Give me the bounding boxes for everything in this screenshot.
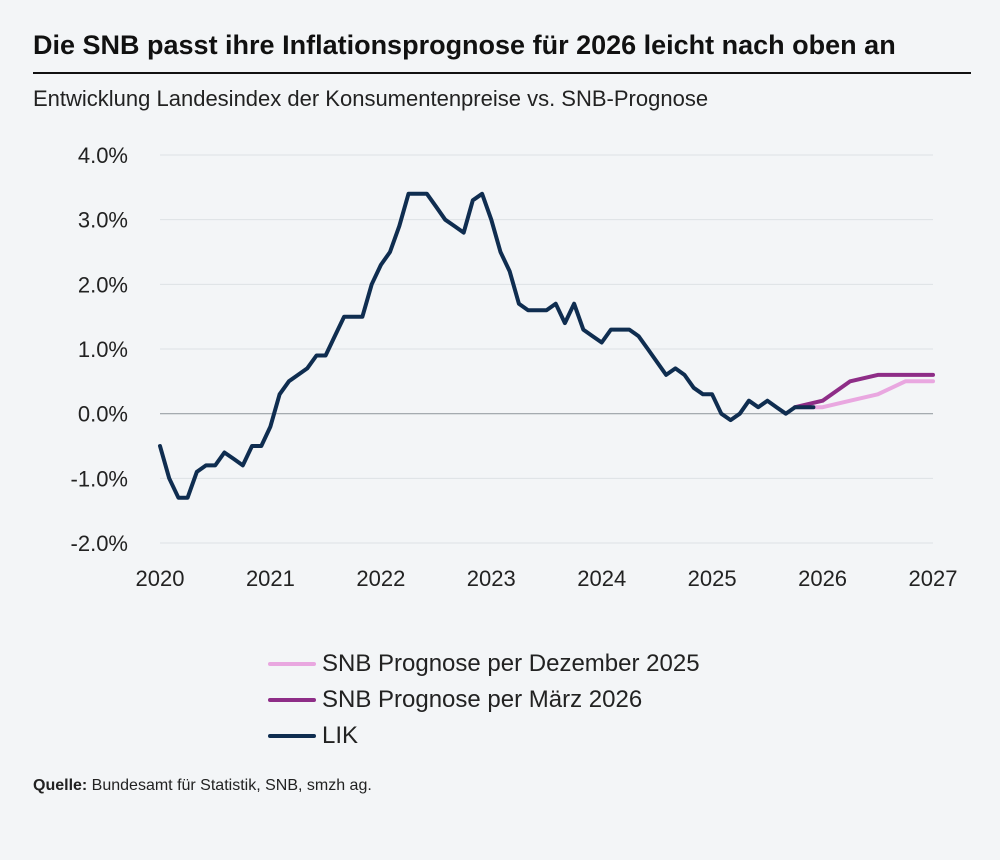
y-tick-label: 4.0% — [78, 143, 128, 168]
y-tick-label: 2.0% — [78, 272, 128, 297]
legend-label-snb-dezember-2025: SNB Prognose per Dezember 2025 — [322, 650, 700, 677]
x-tick-label: 2023 — [467, 566, 516, 591]
source-note: Quelle: Bundesamt für Statistik, SNB, sm… — [33, 777, 372, 795]
series-line-lik — [158, 191, 816, 500]
legend-item-snb-maerz-2026: SNB Prognose per März 2026 — [268, 682, 700, 718]
chart-subtitle: Entwicklung Landesindex der Konsumentenp… — [33, 86, 709, 111]
x-tick-label: 2021 — [246, 566, 295, 591]
x-tick-label: 2027 — [909, 566, 958, 591]
y-tick-label: -2.0% — [71, 531, 128, 556]
y-tick-label: 0.0% — [78, 402, 128, 427]
series-line-snb-prognose-per-dezember-2025 — [793, 379, 935, 410]
x-tick-label: 2026 — [798, 566, 847, 591]
legend-swatch-lik — [268, 734, 316, 738]
y-tick-label: -1.0% — [71, 466, 128, 491]
x-tick-label: 2022 — [356, 566, 405, 591]
legend-swatch-snb-dezember-2025 — [268, 662, 316, 666]
grid-lines — [160, 154, 933, 544]
legend-item-snb-dezember-2025: SNB Prognose per Dezember 2025 — [268, 646, 700, 682]
series-line-snb-prognose-per-maerz-2026 — [793, 372, 935, 410]
title-divider — [33, 72, 971, 74]
chart-title: Die SNB passt ihre Inflationsprognose fü… — [33, 30, 896, 60]
x-tick-label: 2025 — [688, 566, 737, 591]
legend-swatch-snb-maerz-2026 — [268, 698, 316, 702]
chart-legend: SNB Prognose per Dezember 2025 SNB Progn… — [268, 646, 700, 754]
legend-label-snb-maerz-2026: SNB Prognose per März 2026 — [322, 686, 643, 713]
x-tick-label: 2024 — [577, 566, 626, 591]
series-lines — [158, 191, 935, 500]
legend-item-lik: LIK — [268, 718, 700, 754]
y-tick-label: 3.0% — [78, 208, 128, 233]
x-axis-ticks: 2020 2021 2022 2023 2024 2025 2026 2027 — [136, 566, 958, 591]
line-chart: 4.0%3.0%2.0%1.0%0.0%-1.0%-2.0% 2020 2021 2… — [71, 143, 958, 591]
legend-label-lik: LIK — [322, 722, 359, 749]
source-label: Quelle: — [33, 777, 88, 794]
source-text: Bundesamt für Statistik, SNB, smzh ag. — [87, 777, 372, 794]
y-axis-ticks: 4.0% 3.0% 2.0% 1.0% 0.0% -1.0% -2.0% — [71, 143, 128, 556]
x-tick-label: 2020 — [136, 566, 185, 591]
y-tick-label: 1.0% — [78, 337, 128, 362]
